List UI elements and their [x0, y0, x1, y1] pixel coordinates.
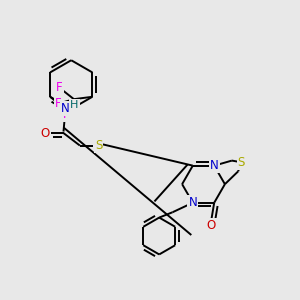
- Text: N: N: [188, 196, 197, 209]
- Text: N: N: [210, 159, 219, 172]
- Text: F: F: [63, 108, 70, 122]
- Text: S: S: [95, 139, 102, 152]
- Text: H: H: [70, 100, 79, 110]
- Text: S: S: [238, 156, 245, 169]
- Text: O: O: [40, 127, 50, 140]
- Text: O: O: [207, 218, 216, 232]
- Text: F: F: [55, 97, 62, 110]
- Text: N: N: [61, 102, 69, 115]
- Text: F: F: [56, 81, 63, 94]
